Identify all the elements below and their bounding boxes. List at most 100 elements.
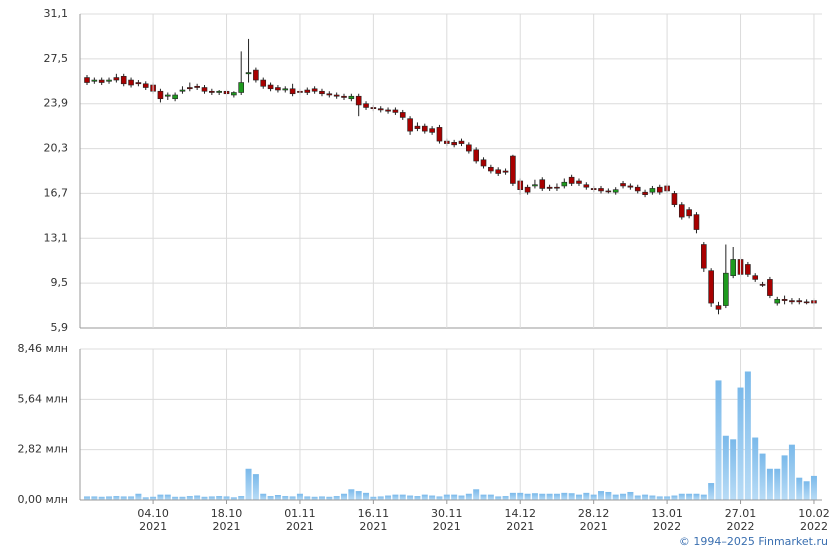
volume-bar xyxy=(113,496,120,500)
candle-body xyxy=(385,109,391,112)
candle-body xyxy=(238,82,245,93)
volume-bar xyxy=(208,496,215,500)
candle-body xyxy=(686,209,692,217)
volume-bar xyxy=(421,494,428,500)
volume-bar xyxy=(341,493,348,500)
volume-bar xyxy=(524,493,531,500)
volume-bar xyxy=(583,492,590,500)
candle-body xyxy=(113,77,120,81)
x-tick-label: 10.02 2022 xyxy=(798,507,830,533)
volume-bar xyxy=(186,496,193,500)
candle-body xyxy=(458,140,465,144)
x-tick-label: 01.11 2021 xyxy=(284,507,316,533)
volume-bar xyxy=(238,496,245,500)
volume-bar xyxy=(502,496,509,500)
volume-bar xyxy=(744,371,751,500)
volume-bar xyxy=(627,491,634,500)
candle-body xyxy=(172,94,178,100)
volume-bar xyxy=(179,496,186,500)
volume-bar xyxy=(686,493,693,500)
candle-body xyxy=(480,159,487,167)
y-tick-label: 0,00 млн xyxy=(17,493,68,506)
volume-bar xyxy=(304,496,311,500)
volume-bar xyxy=(194,495,201,500)
y-tick-label: 13,1 xyxy=(44,231,69,244)
volume-bar xyxy=(377,496,384,500)
volume-bar xyxy=(517,492,524,500)
candle-body xyxy=(363,103,369,108)
volume-bar xyxy=(164,494,171,500)
volume-bar xyxy=(598,491,605,500)
y-tick-label: 31,1 xyxy=(44,7,69,20)
volume-bar xyxy=(495,496,502,500)
copyright[interactable]: © 1994–2025 Finmarket.ru xyxy=(678,535,828,548)
candle-body xyxy=(781,299,788,301)
volume-bar xyxy=(487,494,494,500)
volume-bar xyxy=(715,380,722,500)
volume-bar xyxy=(414,496,421,500)
y-tick-label: 2,82 млн xyxy=(17,443,68,456)
candle-body xyxy=(260,79,267,87)
candle-body xyxy=(634,186,641,192)
candle-body xyxy=(532,184,538,187)
volume-bar xyxy=(216,496,223,500)
y-tick-label: 5,9 xyxy=(51,321,69,334)
volume-bar xyxy=(252,474,259,500)
volume-bar xyxy=(443,494,450,500)
candle-body xyxy=(466,144,472,152)
volume-bar xyxy=(642,494,649,500)
volume-bar xyxy=(84,496,90,500)
candle-body xyxy=(267,84,274,90)
x-tick-label: 14.12 2021 xyxy=(504,507,536,533)
volume-bar xyxy=(399,494,406,500)
volume-bar xyxy=(649,495,656,500)
volume-bar xyxy=(392,494,399,500)
candle-body xyxy=(730,259,736,276)
volume-bar xyxy=(150,496,157,500)
y-tick-label: 9,5 xyxy=(51,276,69,289)
volume-bar xyxy=(120,496,127,500)
candle-body xyxy=(620,183,626,187)
x-tick-label: 30.11 2021 xyxy=(431,507,463,533)
candle-body xyxy=(605,190,612,193)
volume-bar xyxy=(465,493,472,500)
y-tick-label: 8,46 млн xyxy=(17,342,68,355)
candle-body xyxy=(488,166,494,172)
volume-bar xyxy=(656,496,663,500)
volume-bar xyxy=(282,496,289,500)
volume-bar xyxy=(267,496,274,500)
volume-bar xyxy=(810,475,817,500)
candle-body xyxy=(495,169,502,174)
x-tick-label: 04.10 2021 xyxy=(137,507,169,533)
volume-bar xyxy=(333,496,340,500)
candle-body xyxy=(231,92,237,96)
volume-bar xyxy=(473,489,480,500)
candle-body xyxy=(759,284,766,286)
volume-bar xyxy=(796,477,803,500)
candle-body xyxy=(407,118,413,132)
candle-body xyxy=(701,244,707,269)
volume-bar xyxy=(553,493,560,500)
candle-body xyxy=(275,87,281,91)
volume-bar xyxy=(546,493,553,500)
volume-bar xyxy=(230,497,237,500)
volume-bar xyxy=(700,494,707,500)
volume-bar xyxy=(708,483,715,500)
candle-body xyxy=(576,180,582,184)
candle-body xyxy=(333,94,340,97)
candle-body xyxy=(715,305,722,310)
volume-bar xyxy=(223,496,230,500)
volume-bar xyxy=(142,497,149,500)
volume-bar xyxy=(385,495,392,500)
volume-bar xyxy=(766,468,773,500)
candle-body xyxy=(767,279,773,296)
candle-body xyxy=(693,214,700,230)
candle-body xyxy=(568,176,575,184)
volume-bar xyxy=(590,494,597,500)
candle-body xyxy=(745,264,751,275)
candle-body xyxy=(539,179,546,189)
candle-body xyxy=(164,94,171,97)
volume-bar xyxy=(480,494,487,500)
